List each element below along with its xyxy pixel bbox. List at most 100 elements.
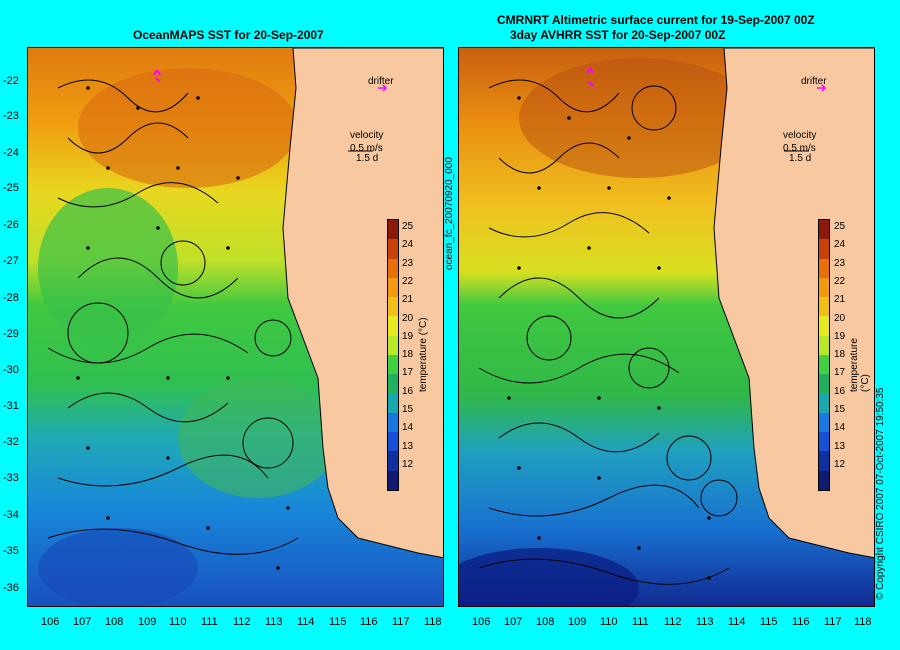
colorbar-tick-label: 23	[402, 257, 414, 269]
x-tick-label: 109	[568, 616, 587, 628]
colorbar-segment	[819, 432, 829, 452]
colorbar-tick-label: 19	[834, 330, 846, 342]
drifter-label: drifter	[801, 76, 827, 87]
y-tick-label: -31	[3, 400, 19, 412]
x-tick-label: 107	[73, 616, 92, 628]
colorbar-tick-label: 18	[834, 349, 846, 361]
colorbar-segment	[388, 354, 398, 375]
colorbar-tick-label: 23	[834, 257, 846, 269]
left-sst-map	[28, 48, 443, 606]
colorbar-tick-label: 12	[834, 458, 846, 470]
colorbar-tick-label: 15	[402, 404, 414, 415]
velocity-label: velocity	[350, 130, 384, 141]
y-tick-label: -36	[3, 582, 19, 594]
right-sst-map	[459, 48, 874, 606]
colorbar-segment	[819, 335, 829, 355]
colorbar-tick-label: 16	[402, 385, 414, 397]
colorbar-label: temperature (°C)	[849, 338, 871, 392]
y-tick-label: -22	[3, 75, 19, 87]
colorbar-segment	[388, 335, 398, 355]
colorbar-segment	[388, 239, 398, 259]
x-tick-label: 116	[792, 616, 810, 628]
y-tick-label: -34	[3, 509, 19, 521]
x-tick-label: 117	[824, 616, 842, 628]
y-tick-label: -30	[3, 364, 19, 376]
colorbar-segment	[819, 451, 829, 471]
x-tick-label: 106	[41, 616, 60, 628]
colorbar-segment	[388, 258, 398, 278]
velocity-time-label: 1.5 d	[356, 153, 379, 164]
x-tick-label: 115	[329, 616, 347, 628]
colorbar-tick-label: 21	[834, 294, 846, 306]
x-tick-label: 112	[233, 616, 251, 628]
colorbar-tick-label: 13	[834, 440, 846, 452]
x-tick-label: 114	[297, 616, 315, 628]
velocity-label: velocity	[783, 130, 817, 141]
x-tick-label: 106	[472, 616, 491, 628]
right-panel-title-line1: CMRNRT Altimetric surface current for 19…	[497, 13, 815, 27]
y-tick-label: -29	[3, 328, 19, 340]
x-tick-label: 111	[632, 616, 649, 628]
colorbar-segment	[819, 354, 829, 375]
drifter-label: drifter	[368, 76, 394, 87]
colorbar-segment	[819, 220, 829, 240]
colorbar-tick-label: 24	[834, 239, 846, 251]
colorbar-tick-label: 20	[402, 312, 414, 324]
y-tick-label: -28	[3, 292, 19, 304]
right-panel-title-line2: 3day AVHRR SST for 20-Sep-2007 00Z	[510, 28, 726, 42]
x-tick-label: 118	[424, 616, 442, 628]
colorbar-tick-label: 14	[402, 422, 414, 434]
colorbar-segment	[388, 412, 398, 433]
colorbar-segment	[819, 393, 829, 413]
colorbar-label: temperature (°C)	[418, 317, 429, 392]
colorbar-segment	[819, 258, 829, 278]
y-tick-label: -27	[3, 255, 19, 267]
colorbar-segment	[388, 297, 398, 317]
y-tick-label: -35	[3, 545, 19, 557]
colorbar-tick-label: 22	[402, 275, 414, 287]
colorbar-tick-label: 17	[834, 367, 846, 379]
colorbar-segment	[819, 297, 829, 317]
colorbar-segment	[388, 220, 398, 240]
colorbar-tick-label: 12	[402, 458, 414, 470]
copyright-label: © Copyright CSIRO 2007 07-Oct-2007 19:50…	[875, 387, 886, 601]
colorbar-segment	[388, 374, 398, 394]
colorbar-segment	[388, 432, 398, 452]
colorbar-tick-label: 14	[834, 422, 846, 434]
x-tick-label: 116	[360, 616, 378, 628]
colorbar-tick-label: 13	[402, 440, 414, 452]
velocity-scale-label: 0.5 m/s	[783, 143, 816, 154]
x-tick-label: 109	[138, 616, 157, 628]
x-tick-label: 108	[105, 616, 124, 628]
colorbar-right	[818, 219, 830, 491]
x-tick-label: 110	[169, 616, 187, 628]
colorbar-tick-label: 22	[834, 275, 846, 287]
colorbar-tick-label: 16	[834, 385, 846, 397]
colorbar-segment	[819, 470, 829, 490]
left-panel-title: OceanMAPS SST for 20-Sep-2007	[133, 28, 324, 42]
colorbar-segment	[819, 277, 829, 298]
x-tick-label: 107	[504, 616, 523, 628]
colorbar-segment	[819, 239, 829, 259]
colorbar-segment	[388, 393, 398, 413]
colorbar-tick-label: 15	[834, 404, 846, 415]
x-tick-label: 111	[201, 616, 218, 628]
colorbar-tick-label: 25	[402, 221, 414, 232]
right-map-panel	[458, 47, 875, 607]
y-tick-label: -23	[3, 110, 19, 122]
left-map-panel	[27, 47, 444, 607]
x-tick-label: 117	[392, 616, 410, 628]
colorbar-tick-label: 24	[402, 239, 414, 251]
colorbar-segment	[819, 374, 829, 394]
x-tick-label: 113	[265, 616, 283, 628]
colorbar-tick-label: 18	[402, 349, 414, 361]
x-tick-label: 118	[854, 616, 872, 628]
colorbar-segment	[819, 316, 829, 336]
colorbar-tick-label: 21	[402, 294, 414, 306]
x-tick-label: 108	[536, 616, 555, 628]
file-id-label: ocean_fc_20070920_000	[444, 157, 455, 270]
velocity-scale-label: 0.5 m/s	[350, 143, 383, 154]
colorbar-segment	[388, 451, 398, 471]
y-tick-label: -32	[3, 436, 19, 448]
colorbar-tick-label: 25	[834, 221, 846, 232]
